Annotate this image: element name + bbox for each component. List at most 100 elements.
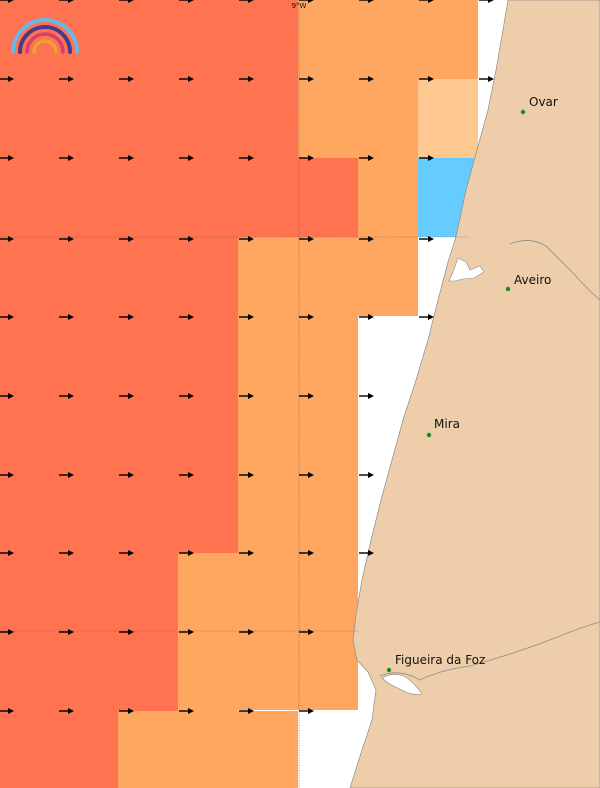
arrow-icon — [179, 155, 194, 161]
arrow-icon — [239, 155, 254, 161]
arrow-icon — [119, 550, 134, 556]
arrow-icon — [299, 236, 314, 242]
arrow-icon — [0, 155, 14, 161]
arrow-icon — [299, 629, 314, 635]
city-marker[interactable]: Mira — [426, 417, 460, 438]
arrow-icon — [119, 629, 134, 635]
land-layer — [349, 0, 600, 788]
arrow-icon — [179, 550, 194, 556]
arrow-icon — [359, 314, 374, 320]
arrow-icon — [0, 393, 14, 399]
arrow-icon — [359, 236, 374, 242]
arrow-icon — [239, 314, 254, 320]
arrow-icon — [59, 76, 74, 82]
lagoon — [448, 257, 485, 282]
forecast-cell — [118, 711, 298, 788]
arrow-icon — [299, 0, 314, 3]
city-dot-icon — [386, 667, 392, 673]
arrow-icon — [299, 393, 314, 399]
arrow-icon — [299, 708, 314, 714]
arrow-icon — [119, 314, 134, 320]
arrow-icon — [59, 393, 74, 399]
arrow-icon — [0, 472, 14, 478]
forecast-cell — [418, 79, 478, 158]
arrow-icon — [299, 76, 314, 82]
forecast-cell — [0, 237, 238, 553]
city-marker[interactable]: Aveiro — [505, 273, 552, 292]
arrow-icon — [239, 236, 254, 242]
arrow-icon — [179, 236, 194, 242]
arrow-icon — [479, 0, 494, 3]
arrow-icon — [239, 708, 254, 714]
arrow-icon — [119, 472, 134, 478]
arrow-icon — [59, 550, 74, 556]
city-marker[interactable]: Ovar — [520, 95, 558, 115]
forecast-cell — [358, 158, 418, 237]
city-markers: Ovar Aveiro Mira Figueira da Foz — [386, 95, 558, 673]
arrow-icon — [59, 708, 74, 714]
arrow-icon — [179, 0, 194, 3]
arrow-icon — [239, 393, 254, 399]
arrow-icon — [479, 76, 494, 82]
arrow-icon — [359, 76, 374, 82]
arrow-icon — [179, 472, 194, 478]
arrow-icon — [119, 0, 134, 3]
wave-logo-icon — [11, 18, 79, 54]
arrow-icon — [0, 550, 14, 556]
forecast-cell — [238, 316, 358, 710]
city-marker[interactable]: Figueira da Foz — [386, 653, 486, 673]
arrow-icon — [239, 76, 254, 82]
forecast-cell — [298, 158, 358, 237]
arrow-icon — [119, 708, 134, 714]
city-dot-icon — [505, 286, 511, 292]
arrow-icon — [0, 236, 14, 242]
forecast-cell — [0, 0, 298, 237]
river — [509, 240, 600, 301]
arrow-icon — [179, 314, 194, 320]
arrow-icon — [359, 393, 374, 399]
arrow-icon — [59, 472, 74, 478]
forecast-cell — [238, 237, 418, 316]
city-dot-icon — [520, 109, 526, 115]
graticule — [0, 0, 470, 788]
arrow-icon — [299, 314, 314, 320]
city-dot-icon — [426, 432, 432, 438]
arrow-icon — [419, 236, 434, 242]
arrow-icon — [179, 708, 194, 714]
arrow-icon — [59, 236, 74, 242]
city-label: Mira — [434, 417, 460, 431]
arrow-icon — [0, 76, 14, 82]
arrow-icon — [179, 629, 194, 635]
city-label: Aveiro — [514, 273, 551, 287]
longitude-label: 9°W — [292, 2, 307, 10]
arrow-icon — [179, 393, 194, 399]
arrow-icon — [359, 472, 374, 478]
forecast-cell — [298, 79, 418, 158]
forecast-cell — [0, 711, 118, 788]
arrow-icon — [419, 76, 434, 82]
arrow-icon — [239, 472, 254, 478]
arrow-icon — [119, 155, 134, 161]
city-label: Ovar — [529, 95, 558, 109]
estuary — [381, 674, 423, 695]
arrow-icon — [119, 236, 134, 242]
arrow-icon — [59, 155, 74, 161]
arrow-icon — [299, 472, 314, 478]
river — [379, 621, 600, 681]
forecast-cell — [0, 553, 178, 711]
city-label: Figueira da Foz — [395, 653, 485, 667]
arrow-icon — [419, 155, 434, 161]
forecast-cell — [298, 0, 478, 79]
arrow-icon — [359, 0, 374, 3]
arrow-icon — [419, 314, 434, 320]
arrow-icon — [119, 393, 134, 399]
arrow-icon — [239, 629, 254, 635]
arrow-icon — [239, 550, 254, 556]
arrow-icon — [299, 550, 314, 556]
arrow-icon — [59, 629, 74, 635]
arrow-icon — [0, 314, 14, 320]
forecast-cells — [0, 0, 478, 788]
arrow-icon — [179, 76, 194, 82]
arrow-icon — [59, 0, 74, 3]
